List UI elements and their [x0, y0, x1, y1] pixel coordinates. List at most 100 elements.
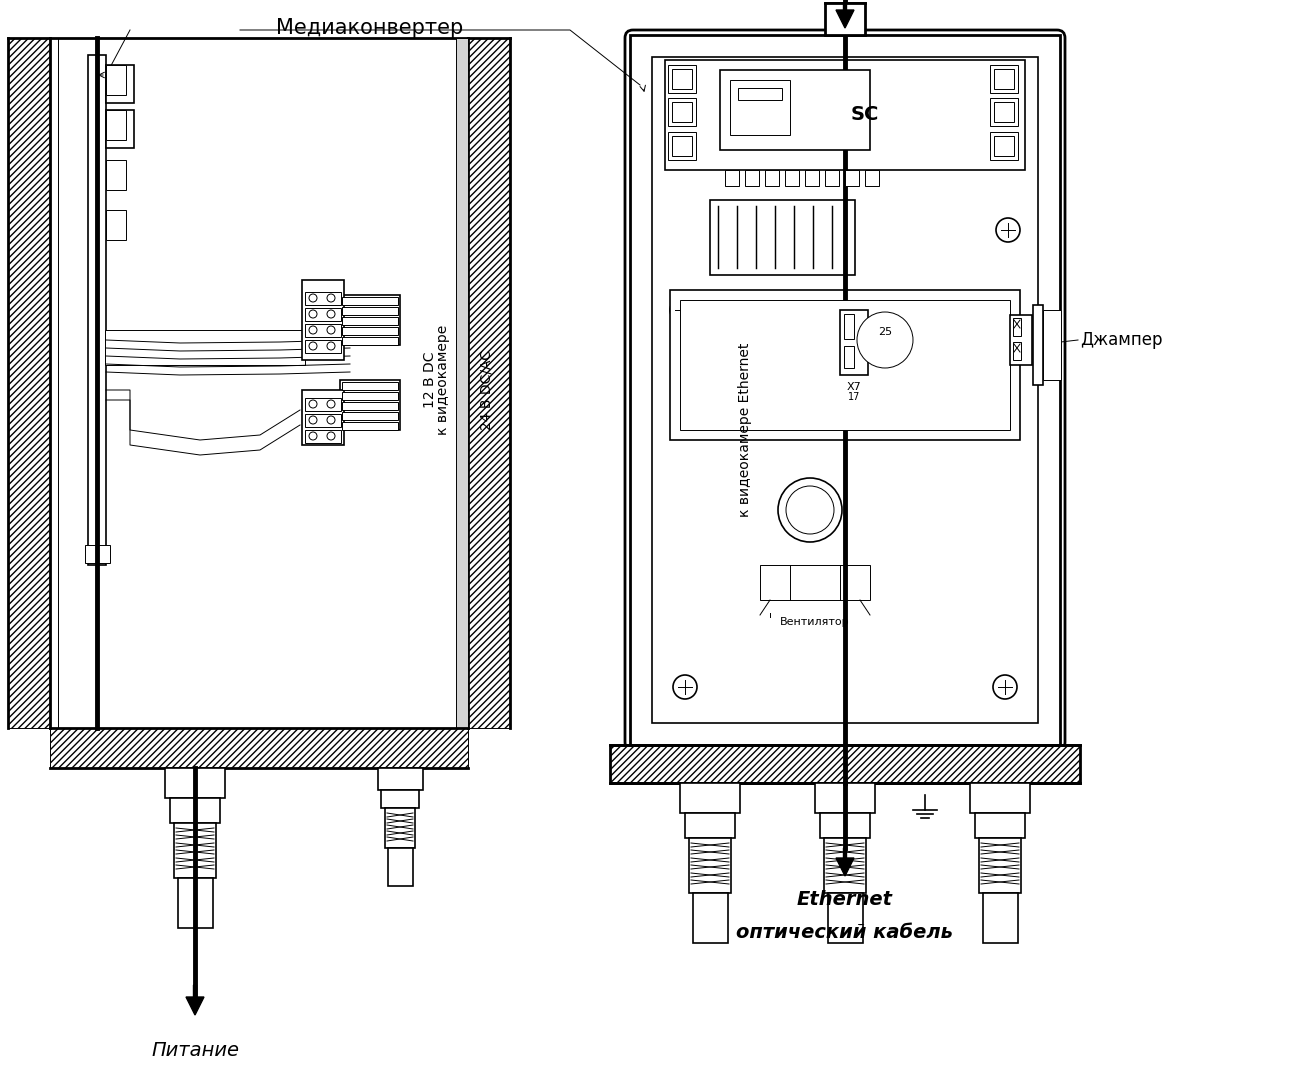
Circle shape: [309, 416, 317, 424]
Bar: [668, 132, 696, 160]
Circle shape: [327, 400, 335, 408]
Bar: [174, 823, 216, 878]
Bar: [468, 38, 510, 728]
Bar: [671, 291, 1019, 440]
Bar: [672, 136, 693, 156]
Bar: [50, 728, 468, 768]
Bar: [305, 292, 341, 305]
Bar: [738, 87, 782, 100]
Bar: [844, 314, 854, 339]
Bar: [668, 65, 696, 93]
Bar: [379, 768, 422, 789]
Bar: [693, 893, 727, 943]
Circle shape: [309, 432, 317, 440]
Circle shape: [327, 294, 335, 302]
Bar: [105, 330, 305, 365]
Bar: [302, 280, 344, 360]
Bar: [685, 813, 735, 838]
Bar: [1010, 315, 1032, 365]
Text: Вентилятор: Вентилятор: [780, 617, 850, 627]
Bar: [668, 98, 696, 126]
Bar: [85, 545, 110, 563]
Bar: [672, 102, 693, 122]
Bar: [983, 893, 1018, 943]
Text: Джампер: Джампер: [1080, 330, 1163, 349]
Bar: [844, 346, 854, 368]
Bar: [845, 170, 859, 186]
Bar: [990, 65, 1018, 93]
Circle shape: [786, 486, 835, 534]
Bar: [745, 170, 758, 186]
Bar: [1043, 310, 1061, 380]
Bar: [720, 70, 870, 150]
Bar: [990, 98, 1018, 126]
Text: Питание: Питание: [151, 1040, 239, 1059]
Bar: [385, 808, 415, 848]
Bar: [342, 318, 398, 325]
Bar: [342, 411, 398, 420]
Bar: [826, 170, 839, 186]
Bar: [970, 783, 1030, 813]
Bar: [165, 768, 225, 798]
Bar: [975, 813, 1025, 838]
Bar: [342, 392, 398, 400]
Bar: [178, 878, 213, 928]
Circle shape: [327, 432, 335, 440]
Circle shape: [994, 675, 1017, 699]
Bar: [342, 307, 398, 315]
Bar: [342, 297, 398, 305]
Circle shape: [673, 675, 696, 699]
Bar: [1013, 342, 1021, 360]
Bar: [305, 324, 341, 337]
Bar: [302, 390, 344, 445]
FancyBboxPatch shape: [625, 30, 1065, 750]
Bar: [340, 380, 401, 430]
Bar: [805, 170, 819, 186]
Text: оптический кабель: оптический кабель: [736, 923, 953, 942]
Bar: [730, 80, 789, 135]
Bar: [824, 838, 866, 893]
Circle shape: [778, 478, 842, 542]
Circle shape: [857, 312, 913, 368]
Bar: [866, 170, 879, 186]
Text: 12 В DC: 12 В DC: [422, 352, 437, 408]
Text: SC: SC: [851, 106, 879, 124]
Bar: [106, 65, 127, 95]
Bar: [689, 838, 731, 893]
Bar: [725, 170, 739, 186]
Bar: [786, 170, 798, 186]
Bar: [305, 430, 341, 443]
Bar: [305, 399, 341, 411]
Bar: [342, 382, 398, 390]
Bar: [672, 69, 693, 89]
Circle shape: [327, 416, 335, 424]
Bar: [652, 57, 1037, 723]
Circle shape: [309, 294, 317, 302]
Bar: [994, 136, 1014, 156]
Bar: [342, 337, 398, 345]
Bar: [342, 402, 398, 410]
Bar: [305, 340, 341, 353]
Bar: [340, 295, 401, 345]
Text: 17: 17: [848, 392, 860, 402]
Text: X7: X7: [846, 382, 862, 392]
Text: к видеокамере: к видеокамере: [435, 325, 450, 435]
Bar: [1013, 318, 1021, 336]
Bar: [106, 110, 134, 148]
FancyArrow shape: [186, 985, 204, 1015]
Bar: [610, 745, 1080, 783]
Bar: [840, 310, 868, 375]
Bar: [88, 55, 106, 565]
Bar: [979, 838, 1021, 893]
Bar: [711, 200, 855, 275]
Bar: [342, 327, 398, 335]
Text: 24 В DC/AC: 24 В DC/AC: [481, 350, 494, 430]
Circle shape: [309, 310, 317, 318]
Circle shape: [309, 400, 317, 408]
Bar: [381, 789, 419, 808]
Bar: [826, 3, 866, 35]
Circle shape: [309, 326, 317, 334]
Bar: [8, 38, 50, 728]
Bar: [305, 414, 341, 427]
Bar: [820, 813, 870, 838]
